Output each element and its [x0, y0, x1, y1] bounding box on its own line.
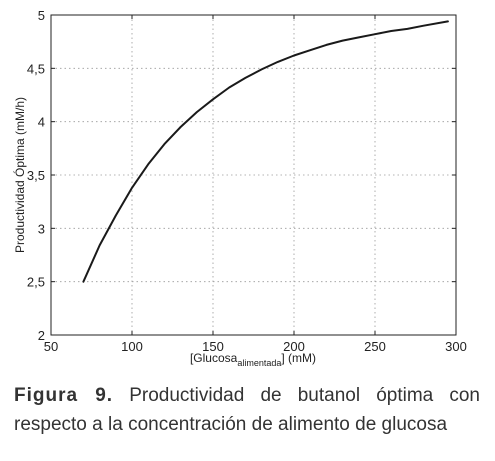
x-tick-labels: 50 100 150 200 250 300	[44, 339, 467, 354]
x-tick-label: 50	[44, 339, 58, 354]
y-tick-label: 2,5	[27, 275, 45, 290]
y-tick-labels: 2 2,5 3 3,5 4 4,5 5	[27, 8, 45, 343]
chart: 50 100 150 200 250 300 2 2,5 3 3,5 4 4,5 5 [Glucosa…	[12, 8, 467, 368]
x-axis-label-suffix: ] (mM)	[281, 351, 316, 365]
grid-lines	[51, 15, 456, 335]
caption-lead: Figura 9.	[14, 385, 114, 406]
x-tick-label: 150	[202, 339, 224, 354]
figure-caption: Figura 9. Productividad de butanol óptim…	[14, 381, 480, 439]
x-axis-label-main: [Glucosa	[190, 351, 238, 365]
series-line	[82, 20, 449, 283]
y-axis-label: Productividad Óptima (mM/h)	[12, 97, 27, 253]
y-tick-label: 5	[38, 8, 45, 23]
x-tick-label: 100	[121, 339, 143, 354]
tick-marks	[50, 14, 457, 336]
x-axis-label-subscript: alimentada	[237, 358, 281, 368]
x-tick-label: 250	[364, 339, 386, 354]
x-tick-label: 200	[283, 339, 305, 354]
x-tick-label: 300	[445, 339, 467, 354]
x-axis-label: [Glucosaalimentada] (mM)	[190, 351, 316, 368]
y-tick-label: 3,5	[27, 168, 45, 183]
y-tick-label: 2	[38, 328, 45, 343]
y-tick-label: 4,5	[27, 61, 45, 76]
y-tick-label: 3	[38, 221, 45, 236]
caption-text: Productividad de butanol óptima con resp…	[14, 385, 480, 435]
series-lines	[82, 20, 449, 283]
y-tick-label: 4	[38, 115, 45, 130]
